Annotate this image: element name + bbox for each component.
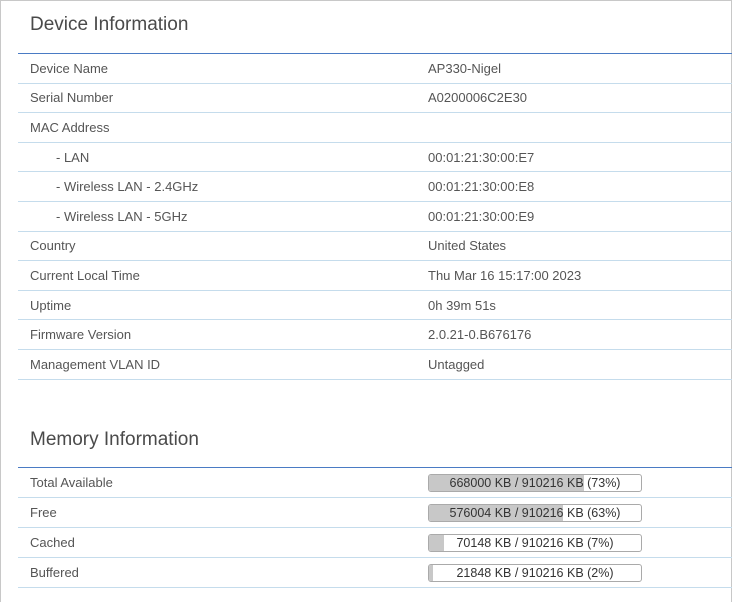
table-row: MAC Address [18, 112, 732, 143]
row-value: United States [428, 231, 732, 262]
table-row: Country United States [18, 231, 732, 262]
table-row: Buffered 21848 KB / 910216 KB (2%) [18, 557, 732, 588]
memory-progress-text: 70148 KB / 910216 KB (7%) [456, 535, 614, 550]
memory-progress-fill [429, 504, 563, 521]
memory-progress-fill [429, 474, 584, 491]
device-info-table: Device Name AP330-Nigel Serial Number A0200… [18, 53, 732, 380]
device-info-title: Device Information [30, 14, 189, 35]
memory-progress-text: 21848 KB / 910216 KB (2%) [456, 565, 614, 580]
row-label: Uptime [18, 290, 428, 321]
row-label: Device Name [18, 53, 428, 84]
table-row: Current Local Time Thu Mar 16 15:17:00 20… [18, 260, 732, 291]
table-row: Management VLAN ID Untagged [18, 349, 732, 380]
row-value: AP330-Nigel [428, 53, 732, 84]
row-label: MAC Address [18, 112, 428, 143]
memory-info-title: Memory Information [30, 429, 199, 450]
row-label: - Wireless LAN - 2.4GHz [18, 171, 428, 202]
row-label: Buffered [18, 557, 428, 588]
table-row: - Wireless LAN - 2.4GHz 00:01:21:30:00:E8 [18, 171, 732, 202]
row-value [428, 112, 732, 143]
row-value: 00:01:21:30:00:E9 [428, 201, 732, 232]
row-value: 0h 39m 51s [428, 290, 732, 321]
memory-progress-text: 668000 KB / 910216 KB (73%) [449, 475, 621, 490]
row-value: 00:01:21:30:00:E8 [428, 171, 732, 202]
row-label: Current Local Time [18, 260, 428, 291]
row-label: Management VLAN ID [18, 349, 428, 380]
row-label: - LAN [18, 142, 428, 173]
row-label: Firmware Version [18, 319, 428, 350]
table-row: Device Name AP330-Nigel [18, 53, 732, 84]
table-row: Serial Number A0200006C2E30 [18, 83, 732, 114]
row-label: Serial Number [18, 83, 428, 114]
table-row: Uptime 0h 39m 51s [18, 290, 732, 321]
memory-progress-bar: 21848 KB / 910216 KB (2%) [428, 563, 642, 582]
table-row: Total Available 668000 KB / 910216 KB (73… [18, 467, 732, 498]
table-row: - Wireless LAN - 5GHz 00:01:21:30:00:E9 [18, 201, 732, 232]
row-value: A0200006C2E30 [428, 83, 732, 114]
row-value: 2.0.21-0.B676176 [428, 319, 732, 350]
memory-info-table: Total Available 668000 KB / 910216 KB (73… [18, 467, 732, 588]
memory-progress-fill [429, 534, 444, 551]
row-value: Thu Mar 16 15:17:00 2023 [428, 260, 732, 291]
row-label: Total Available [18, 467, 428, 498]
row-label: Free [18, 497, 428, 528]
table-row: Firmware Version 2.0.21-0.B676176 [18, 319, 732, 350]
row-label: Country [18, 231, 428, 262]
row-value: 00:01:21:30:00:E7 [428, 142, 732, 173]
table-row: Free 576004 KB / 910216 KB (63%) [18, 497, 732, 528]
memory-progress-bar: 70148 KB / 910216 KB (7%) [428, 533, 642, 552]
table-row: - LAN 00:01:21:30:00:E7 [18, 142, 732, 173]
row-value: Untagged [428, 349, 732, 380]
memory-progress-bar: 576004 KB / 910216 KB (63%) [428, 503, 642, 522]
memory-progress-text: 576004 KB / 910216 KB (63%) [449, 505, 621, 520]
row-label: Cached [18, 527, 428, 558]
memory-progress-bar: 668000 KB / 910216 KB (73%) [428, 473, 642, 492]
memory-progress-fill [429, 564, 434, 581]
table-row: Cached 70148 KB / 910216 KB (7%) [18, 527, 732, 558]
row-label: - Wireless LAN - 5GHz [18, 201, 428, 232]
